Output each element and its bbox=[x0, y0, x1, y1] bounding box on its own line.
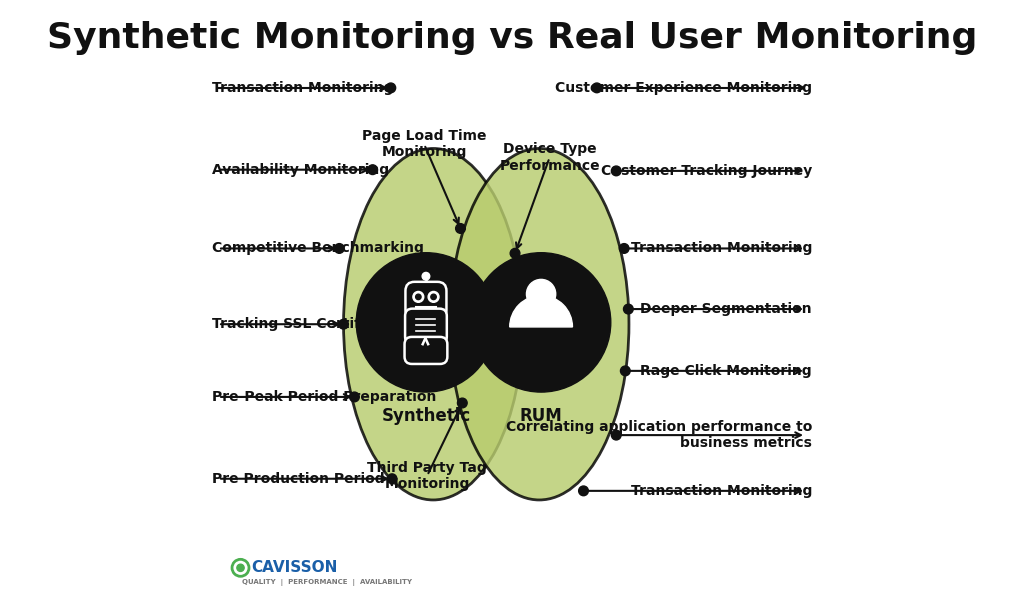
Ellipse shape bbox=[450, 148, 629, 500]
FancyBboxPatch shape bbox=[406, 308, 446, 344]
Text: Synthetic Monitoring vs Real User Monitoring: Synthetic Monitoring vs Real User Monito… bbox=[47, 21, 977, 55]
Circle shape bbox=[624, 304, 633, 314]
Text: Transaction Monitoring: Transaction Monitoring bbox=[212, 81, 393, 95]
Circle shape bbox=[335, 244, 344, 253]
Text: CAVISSON: CAVISSON bbox=[252, 561, 338, 575]
Circle shape bbox=[471, 253, 610, 392]
Circle shape bbox=[413, 291, 424, 302]
Wedge shape bbox=[510, 296, 572, 327]
Text: QUALITY  |  PERFORMANCE  |  AVAILABILITY: QUALITY | PERFORMANCE | AVAILABILITY bbox=[243, 579, 413, 587]
Circle shape bbox=[579, 486, 589, 496]
Text: Device Type
Performance: Device Type Performance bbox=[500, 142, 600, 173]
FancyBboxPatch shape bbox=[404, 337, 447, 364]
Circle shape bbox=[237, 564, 244, 571]
Circle shape bbox=[611, 166, 622, 176]
Circle shape bbox=[510, 248, 520, 258]
Circle shape bbox=[592, 83, 602, 93]
Circle shape bbox=[422, 273, 430, 280]
Circle shape bbox=[611, 430, 622, 440]
Circle shape bbox=[526, 279, 556, 308]
Circle shape bbox=[416, 294, 421, 299]
Circle shape bbox=[621, 366, 630, 376]
Circle shape bbox=[386, 83, 395, 93]
Text: Pre Production Period: Pre Production Period bbox=[212, 471, 385, 486]
Text: RUM: RUM bbox=[520, 407, 562, 425]
Polygon shape bbox=[423, 338, 428, 344]
Ellipse shape bbox=[343, 148, 523, 500]
Text: Third Party Tag
Monitoring: Third Party Tag Monitoring bbox=[368, 461, 487, 491]
Text: Transaction Monitoring: Transaction Monitoring bbox=[631, 241, 812, 256]
Circle shape bbox=[339, 319, 348, 329]
Circle shape bbox=[428, 291, 439, 302]
Circle shape bbox=[456, 224, 465, 233]
Text: Rage Click Monitoring: Rage Click Monitoring bbox=[640, 364, 812, 378]
Text: Customer Tracking Journey: Customer Tracking Journey bbox=[601, 164, 812, 178]
FancyBboxPatch shape bbox=[406, 282, 446, 319]
Text: Synthetic: Synthetic bbox=[381, 407, 471, 425]
Circle shape bbox=[368, 165, 378, 175]
Circle shape bbox=[431, 294, 436, 299]
Text: Pre-Peak Period Preparation: Pre-Peak Period Preparation bbox=[212, 390, 436, 404]
Circle shape bbox=[356, 253, 496, 392]
Text: Tracking SSL Certificate: Tracking SSL Certificate bbox=[212, 317, 398, 331]
Circle shape bbox=[387, 474, 397, 484]
Text: Transaction Monitoring: Transaction Monitoring bbox=[631, 484, 812, 498]
Text: Customer Experience Monitoring: Customer Experience Monitoring bbox=[555, 81, 812, 95]
Text: Competitive Benchmarking: Competitive Benchmarking bbox=[212, 241, 424, 256]
Text: Page Load Time
Monitoring: Page Load Time Monitoring bbox=[361, 129, 486, 159]
Circle shape bbox=[620, 244, 629, 253]
Circle shape bbox=[458, 398, 467, 408]
Text: Deeper Segmentation: Deeper Segmentation bbox=[640, 302, 812, 316]
Text: Correlating application performance to
business metrics: Correlating application performance to b… bbox=[506, 420, 812, 450]
Text: Availability Monitoring: Availability Monitoring bbox=[212, 162, 389, 177]
Circle shape bbox=[349, 392, 359, 402]
